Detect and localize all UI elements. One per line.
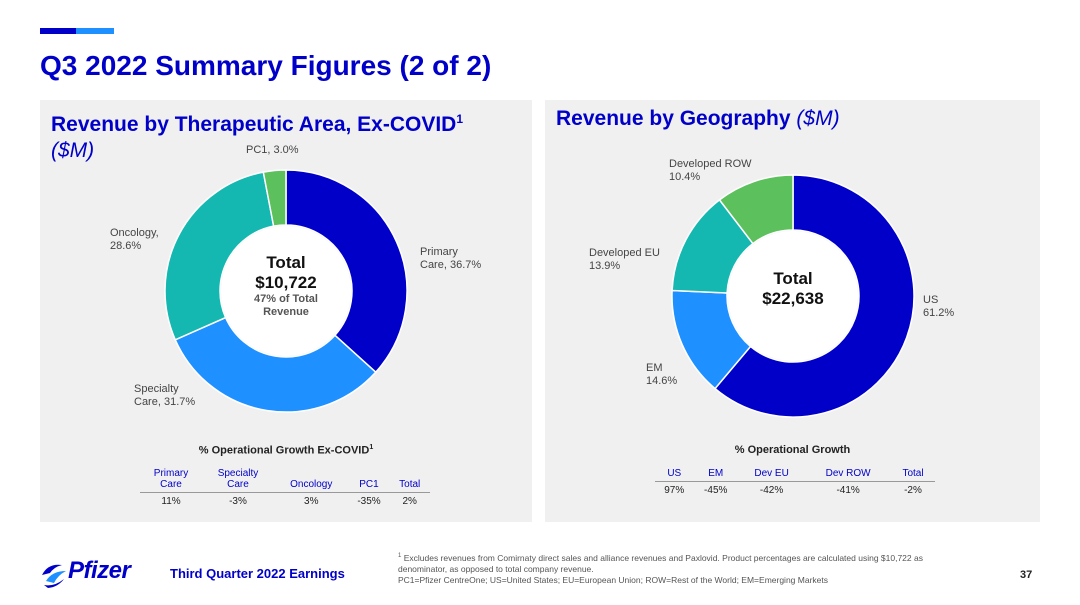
accent-bar-dark bbox=[40, 28, 76, 34]
footer-earnings-label: Third Quarter 2022 Earnings bbox=[170, 566, 345, 581]
therapeutic-area-donut-chart bbox=[164, 169, 408, 413]
footnote: 1 Excludes revenues from Comirnaty direc… bbox=[398, 551, 1038, 586]
slice-label-specialty-care-line1: Specialty bbox=[134, 383, 179, 395]
growth-table-header-cell: Dev ROW bbox=[805, 468, 891, 482]
title-accent-bar bbox=[40, 28, 114, 34]
growth-table-value-cell: -3% bbox=[229, 496, 247, 507]
slice-label-oncology-line2: 28.6% bbox=[110, 240, 142, 252]
geography-center-value: $22,638 bbox=[762, 289, 824, 308]
slice-label-primary-care: Primary Care, 36.7% bbox=[420, 246, 481, 272]
therapeutic-area-growth-table: Primary Care Specialty Care Oncology PC1 Total… bbox=[140, 468, 430, 508]
slice-label-developed-eu-line1: Developed EU bbox=[589, 247, 660, 259]
therapeutic-area-growth-title-footnote-marker: 1 bbox=[369, 444, 374, 451]
slice-label-oncology-line1: Oncology, bbox=[110, 227, 159, 239]
footnote-line1: Excludes revenues from Comirnaty direct … bbox=[401, 552, 923, 563]
growth-table-header-cell: Primary Care bbox=[140, 468, 203, 493]
growth-table-value-cell: -2% bbox=[904, 485, 922, 496]
growth-table-header-cell: Total bbox=[891, 468, 935, 482]
slice-label-em-line1: EM bbox=[646, 362, 663, 374]
accent-bar-light bbox=[76, 28, 114, 34]
growth-table-header-cell: Total bbox=[389, 468, 430, 493]
growth-table-header-cell: Dev EU bbox=[737, 468, 806, 482]
slice-label-developed-eu: Developed EU 13.9% bbox=[589, 247, 660, 273]
geography-growth-title: % Operational Growth bbox=[734, 444, 851, 456]
therapeutic-area-growth-title-text: % Operational Growth Ex-COVID bbox=[198, 444, 370, 457]
geography-title-text: Revenue by Geography bbox=[556, 107, 791, 130]
growth-table-value-cell: 97% bbox=[664, 485, 685, 496]
page-title: Q3 2022 Summary Figures (2 of 2) bbox=[40, 50, 492, 81]
therapeutic-area-slice-primary-care bbox=[285, 169, 408, 374]
therapeutic-area-title-footnote-marker: 1 bbox=[456, 112, 464, 126]
slice-label-primary-care-line2: Care, 36.7% bbox=[420, 259, 482, 271]
geography-panel: Revenue by Geography ($M) Total $22,638 … bbox=[545, 100, 1040, 522]
slice-label-primary-care-line1: Primary bbox=[420, 246, 458, 258]
growth-table-value-row: 97% -45% -42% -41% -2% bbox=[655, 482, 935, 498]
slice-label-developed-eu-line2: 13.9% bbox=[589, 260, 621, 272]
slice-label-em: EM 14.6% bbox=[646, 362, 677, 388]
slice-label-em-line2: 14.6% bbox=[646, 375, 678, 387]
therapeutic-area-donut-hole bbox=[221, 226, 351, 356]
therapeutic-area-center: Total $10,722 47% of Total Revenue bbox=[226, 253, 346, 319]
geography-center: Total $22,638 bbox=[733, 269, 853, 309]
growth-table-value-cell: 2% bbox=[402, 496, 417, 507]
geography-slice-us bbox=[714, 174, 915, 418]
therapeutic-area-center-note-line2: Revenue bbox=[263, 306, 309, 318]
growth-table-header-row: US EM Dev EU Dev ROW Total bbox=[655, 468, 935, 482]
therapeutic-area-slice-specialty-care bbox=[174, 316, 377, 413]
growth-table-header-row: Primary Care Specialty Care Oncology PC1 Total bbox=[140, 468, 430, 493]
geography-slice-developed-row bbox=[718, 174, 794, 245]
pfizer-logo-text: Pfizer bbox=[68, 557, 131, 584]
therapeutic-area-title: Revenue by Therapeutic Area, Ex-COVID1 (… bbox=[51, 106, 463, 164]
therapeutic-area-center-title: Total bbox=[266, 253, 306, 272]
growth-table-value-cell: -45% bbox=[704, 485, 728, 496]
geography-title: Revenue by Geography ($M) bbox=[556, 106, 840, 132]
therapeutic-area-panel: Revenue by Therapeutic Area, Ex-COVID1 (… bbox=[40, 100, 532, 522]
pfizer-logo: Pfizer bbox=[38, 553, 148, 593]
therapeutic-area-growth-title: % Operational Growth Ex-COVID1 bbox=[40, 444, 532, 457]
slice-label-developed-row: Developed ROW 10.4% bbox=[669, 158, 752, 184]
growth-table-value-cell: -41% bbox=[836, 485, 860, 496]
footnote-marker: 1 bbox=[398, 553, 402, 559]
slice-label-specialty-care: Specialty Care, 31.7% bbox=[134, 383, 195, 409]
growth-table-value-cell: 3% bbox=[304, 496, 319, 507]
slice-label-us-line1: US bbox=[923, 294, 939, 306]
growth-table-value-row: 11% -3% 3% -35% 2% bbox=[140, 493, 430, 509]
growth-table-value-cell: -35% bbox=[357, 496, 381, 507]
page-number: 37 bbox=[1020, 569, 1033, 581]
therapeutic-area-slice-oncology bbox=[164, 171, 275, 341]
therapeutic-area-title-unit: ($M) bbox=[51, 139, 95, 162]
geography-donut-chart bbox=[671, 174, 915, 418]
growth-table-header-cell: Specialty Care bbox=[202, 468, 274, 493]
slice-label-specialty-care-line2: Care, 31.7% bbox=[134, 396, 196, 408]
pfizer-pill-icon bbox=[42, 564, 66, 588]
slice-label-us: US 61.2% bbox=[923, 294, 954, 320]
growth-table-header-cell: PC1 bbox=[348, 468, 390, 493]
therapeutic-area-center-note-line1: 47% of Total bbox=[254, 293, 318, 305]
slice-label-us-line2: 61.2% bbox=[923, 307, 955, 319]
slice-label-developed-row-line1: Developed ROW bbox=[669, 158, 752, 170]
therapeutic-area-slice-pc1 bbox=[262, 169, 287, 228]
therapeutic-area-title-text: Revenue by Therapeutic Area, Ex-COVID bbox=[51, 113, 457, 136]
growth-table-value-cell: 11% bbox=[161, 496, 181, 507]
footnote-line2: denominator, as opposed to total company… bbox=[398, 563, 594, 574]
therapeutic-area-center-value: $10,722 bbox=[255, 273, 317, 292]
geography-center-title: Total bbox=[773, 269, 813, 288]
geography-donut-hole bbox=[728, 231, 858, 361]
slice-label-developed-row-line2: 10.4% bbox=[669, 171, 701, 183]
growth-table-header-cell: US bbox=[655, 468, 694, 482]
geography-growth-table: US EM Dev EU Dev ROW Total 97% -45% -42% -41% -2… bbox=[655, 468, 935, 497]
growth-table-value-cell: -42% bbox=[759, 485, 784, 496]
growth-table-header-cell: Oncology bbox=[273, 468, 349, 493]
slice-label-oncology: Oncology, 28.6% bbox=[110, 227, 159, 253]
growth-table-header-cell: EM bbox=[693, 468, 738, 482]
geography-title-unit: ($M) bbox=[796, 107, 840, 130]
slice-label-pc1: PC1, 3.0% bbox=[246, 144, 299, 156]
footnote-line3: PC1=Pfizer CentreOne; US=United States; … bbox=[398, 574, 828, 585]
